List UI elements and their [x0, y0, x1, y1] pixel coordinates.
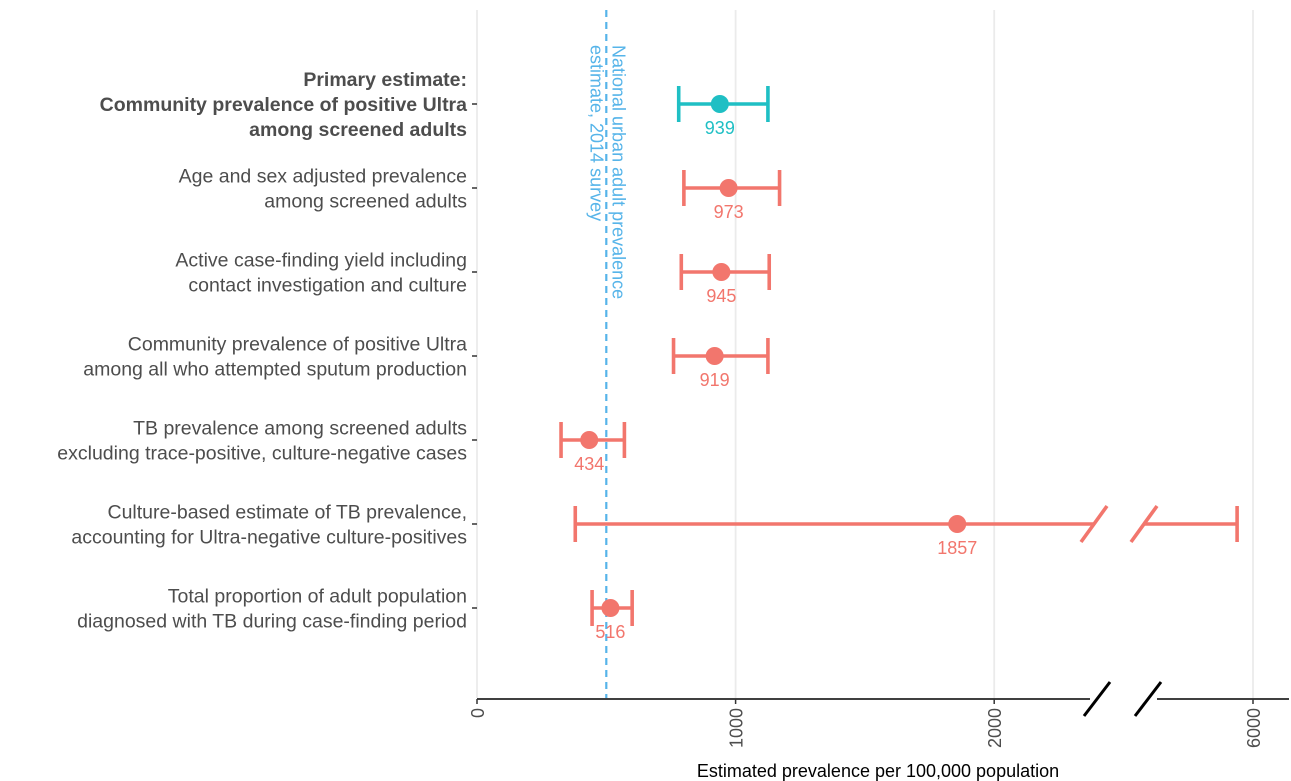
x-tick-label: 2000: [985, 708, 1005, 748]
point-estimate: [719, 179, 738, 197]
x-axis: 0 1000 2000 6000: [468, 681, 1289, 748]
category-label-line: Age and sex adjusted prevalence: [179, 166, 467, 188]
axis-break-mark: [1133, 681, 1163, 717]
category-label: Total proportion of adult population diag…: [77, 586, 467, 633]
category-label-line: Community prevalence of positive Ultra: [100, 94, 467, 116]
category-label: Age and sex adjusted prevalence among scr…: [179, 166, 468, 213]
category-label-line: excluding trace-positive, culture-negati…: [57, 443, 467, 465]
category-label-line: Active case-finding yield including: [175, 250, 467, 272]
category-label-line: Total proportion of adult population: [168, 586, 467, 608]
reference-line-label-line: estimate, 2014 survey: [586, 45, 606, 221]
ci-break-mark: [1079, 504, 1109, 544]
point-estimate: [712, 263, 731, 281]
category-label: Active case-finding yield including conta…: [175, 250, 467, 297]
estimate-row: Primary estimate: Community prevalence of…: [100, 69, 770, 141]
category-label-line: TB prevalence among screened adults: [133, 418, 467, 440]
reference-line-label-line: National urban adult prevalence: [608, 45, 628, 299]
point-estimate: [710, 95, 729, 113]
estimate-row: TB prevalence among screened adults exclu…: [57, 418, 627, 474]
category-label-line: among screened adults: [249, 119, 467, 141]
estimate-value-label: 973: [714, 202, 744, 222]
x-axis-title: Estimated prevalence per 100,000 populat…: [697, 761, 1059, 781]
estimate-rows: Primary estimate: Community prevalence of…: [57, 69, 1239, 642]
category-label: Community prevalence of positive Ultra am…: [83, 334, 467, 381]
category-label: TB prevalence among screened adults exclu…: [57, 418, 467, 465]
estimate-value-label: 919: [700, 370, 730, 390]
category-label-line: Community prevalence of positive Ultra: [128, 334, 467, 356]
category-label-line: among screened adults: [264, 191, 467, 213]
estimate-value-label: 516: [595, 622, 625, 642]
category-label-line: diagnosed with TB during case-finding pe…: [77, 611, 467, 633]
category-label-line: contact investigation and culture: [188, 275, 467, 297]
point-estimate: [705, 347, 724, 365]
estimate-row: Total proportion of adult population diag…: [77, 586, 634, 642]
point-estimate: [948, 515, 967, 533]
x-tick-label: 6000: [1244, 708, 1264, 748]
point-estimate: [580, 431, 599, 449]
estimate-row: Active case-finding yield including conta…: [175, 250, 772, 306]
category-label-line: Primary estimate:: [303, 69, 467, 91]
estimate-row: Age and sex adjusted prevalence among scr…: [179, 166, 782, 222]
estimate-value-label: 1857: [937, 538, 977, 558]
reference-line-group: National urban adult prevalenceestimate,…: [586, 10, 628, 698]
category-label-line: among all who attempted sputum productio…: [83, 359, 467, 381]
point-estimate: [601, 599, 620, 617]
estimate-value-label: 945: [706, 286, 736, 306]
estimate-value-label: 434: [574, 454, 604, 474]
category-label-line: accounting for Ultra-negative culture-po…: [71, 527, 467, 549]
ci-break-mark: [1129, 504, 1159, 544]
estimate-value-label: 939: [705, 118, 735, 138]
grid-lines: [476, 10, 1254, 698]
estimate-row: Culture-based estimate of TB prevalence,…: [71, 502, 1239, 558]
category-label: Culture-based estimate of TB prevalence,…: [71, 502, 467, 549]
axis-break-mark: [1082, 681, 1112, 717]
reference-line-label: National urban adult prevalenceestimate,…: [586, 45, 628, 299]
x-tick-label: 1000: [727, 708, 747, 748]
category-label: Primary estimate: Community prevalence of…: [100, 69, 467, 141]
estimate-row: Community prevalence of positive Ultra am…: [83, 334, 770, 390]
category-label-line: Culture-based estimate of TB prevalence,: [108, 502, 468, 524]
x-tick-label: 0: [468, 708, 488, 718]
